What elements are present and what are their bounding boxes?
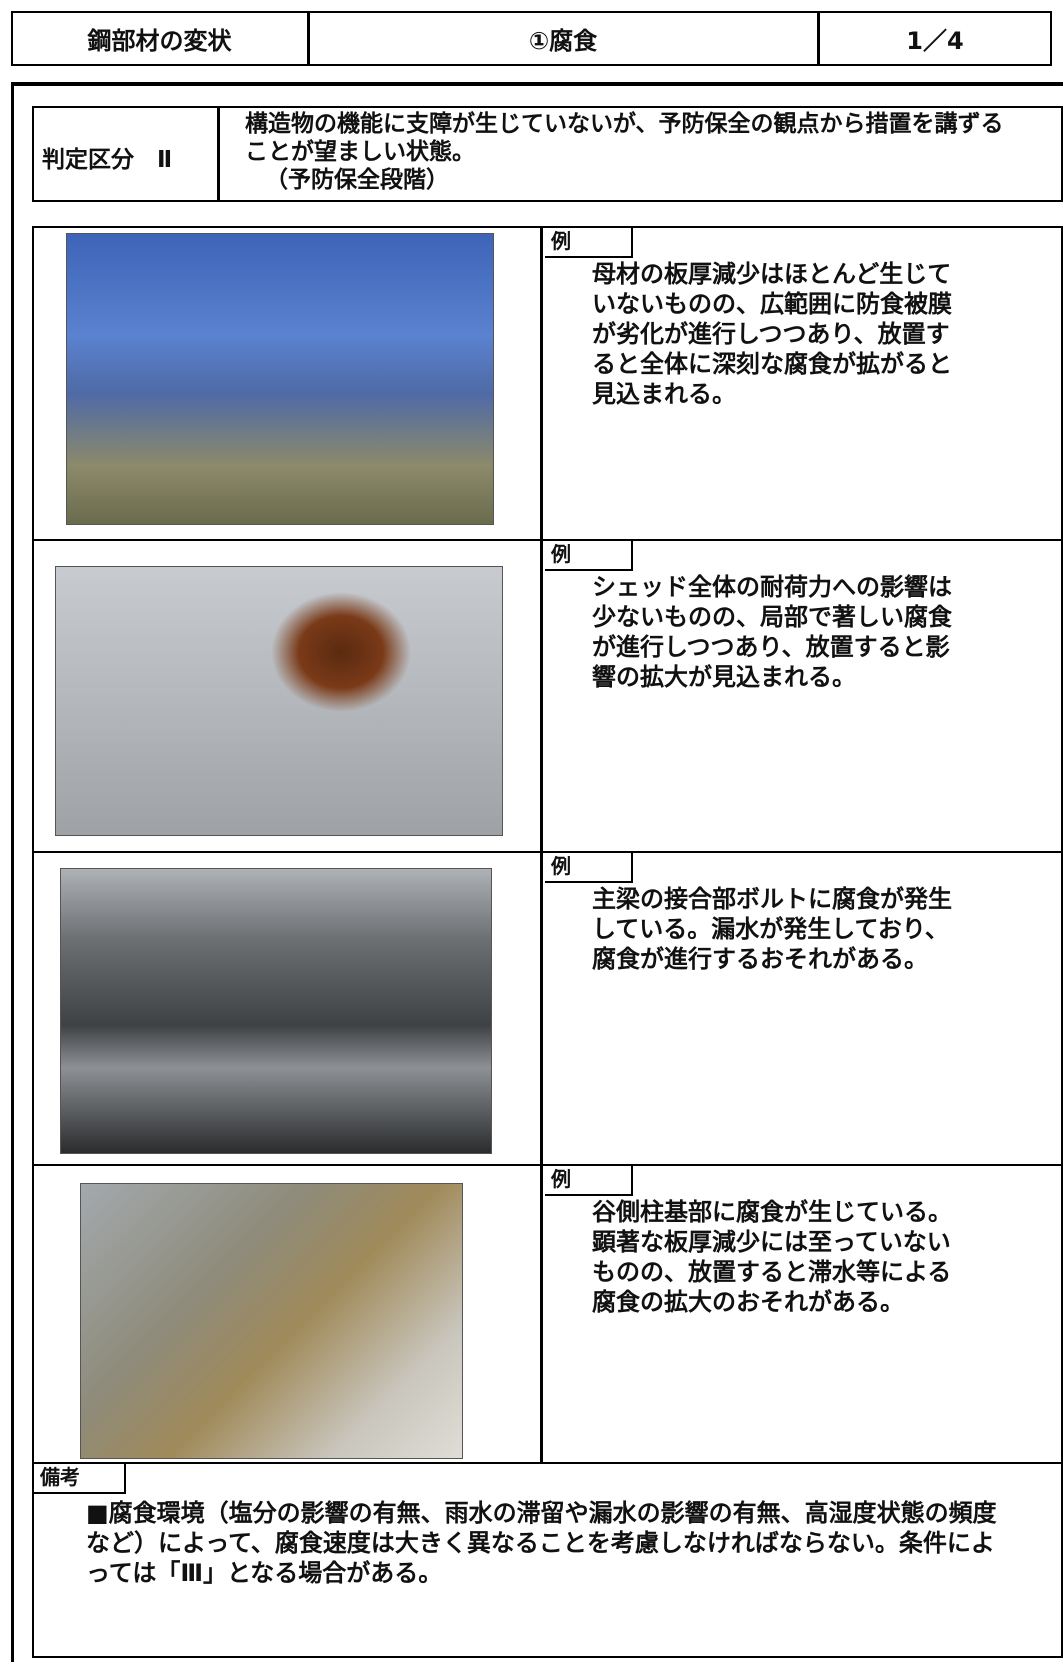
divider — [217, 106, 220, 202]
header-item: ①腐食 — [528, 27, 598, 55]
judgment-box — [32, 106, 1063, 202]
remarks-tag: 備考 — [34, 1464, 126, 1494]
stage: （予防保全段階） — [265, 167, 449, 193]
rule — [11, 82, 1063, 86]
example-tag: 例 — [545, 541, 633, 571]
example-tag: 例 — [545, 853, 633, 883]
divider — [540, 226, 543, 539]
example-text: 主梁の接合部ボルトに腐食が発生している。漏水が発生しており、腐食が進行するおそれ… — [592, 885, 952, 973]
divider — [307, 11, 310, 66]
photo — [66, 233, 494, 525]
photo — [60, 868, 492, 1154]
header-category: 鋼部材の変状 — [87, 27, 232, 55]
remarks-text: ■腐食環境（塩分の影響の有無、雨水の滞留や漏水の影響の有無、高湿度状態の頻度など… — [86, 1499, 997, 1587]
example-tag: 例 — [545, 228, 633, 258]
description: 構造物の機能に支障が生じていないが、予防保全の観点から措置を講ずることが望ましい… — [245, 111, 1004, 165]
photo — [80, 1183, 463, 1459]
divider — [540, 539, 543, 851]
photo — [55, 566, 503, 836]
header-page: 1／4 — [906, 27, 964, 55]
example-text: 谷側柱基部に腐食が生じている。顕著な板厚減少には至っていないものの、放置すると滞… — [592, 1198, 952, 1316]
header-box — [11, 11, 1052, 66]
example-text: 母材の板厚減少はほとんど生じていないものの、広範囲に防食被膜が劣化が進行しつつあ… — [592, 260, 952, 408]
divider — [817, 11, 820, 66]
divider — [540, 1164, 543, 1462]
judgment-label: 判定区分 Ⅱ — [42, 147, 173, 173]
example-tag: 例 — [545, 1166, 633, 1196]
remarks-box — [32, 1462, 1063, 1658]
example-text: シェッド全体の耐荷力への影響は少ないものの、局部で著しい腐食が進行しつつあり、放… — [592, 573, 952, 691]
divider — [540, 851, 543, 1164]
rule — [11, 82, 14, 1662]
judgment-description: 構造物の機能に支障が生じていないが、予防保全の観点から措置を講ずることが望ましい… — [245, 110, 1025, 194]
